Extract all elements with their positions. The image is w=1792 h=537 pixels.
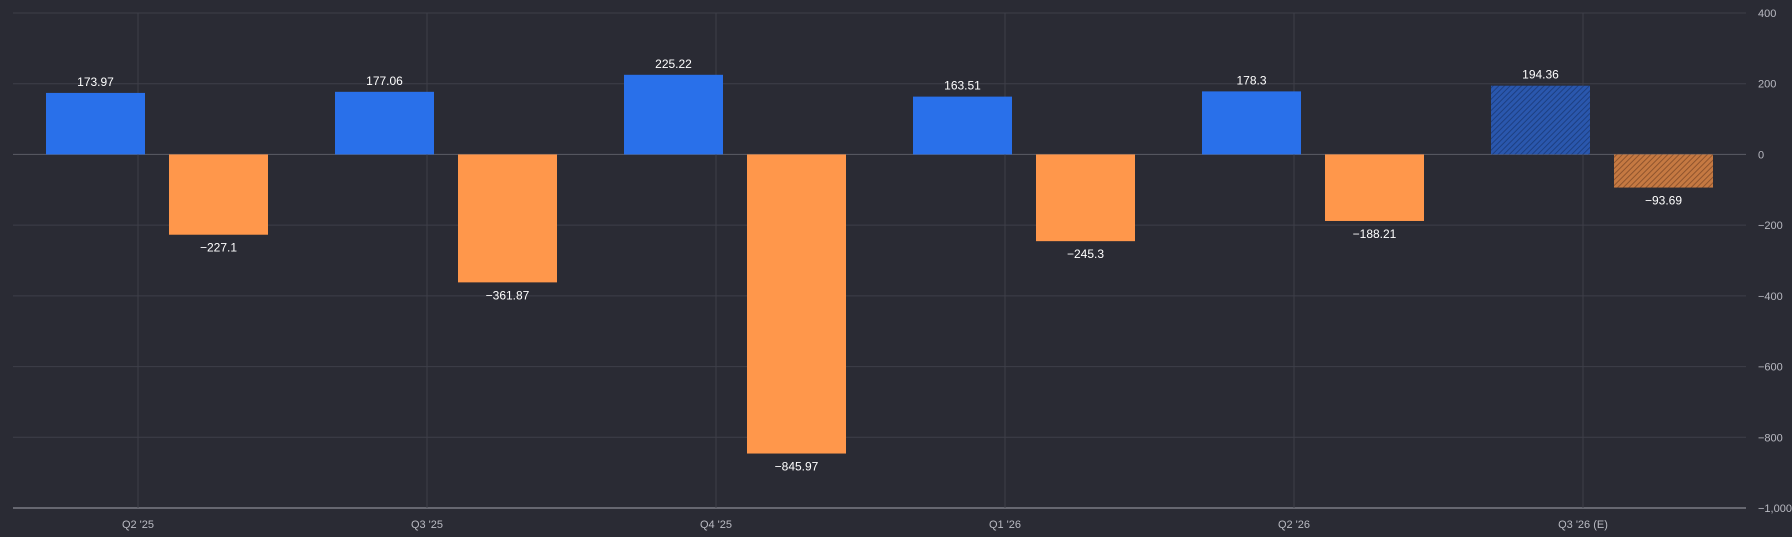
data-label: 225.22 (655, 57, 692, 71)
y-tick-label: −1,000 (1758, 503, 1792, 515)
x-tick-label: Q3 '25 (411, 519, 443, 531)
x-tick-label: Q3 '26 (E) (1558, 519, 1608, 531)
y-tick-label: −800 (1758, 432, 1783, 444)
positive-bar[interactable] (913, 96, 1012, 155)
positive-bar-estimated[interactable] (1491, 85, 1590, 155)
positive-bar[interactable] (1202, 91, 1301, 155)
x-tick-label: Q1 '26 (989, 519, 1021, 531)
x-tick-label: Q2 '25 (122, 519, 154, 531)
y-tick-label: −200 (1758, 220, 1783, 232)
x-tick-label: Q2 '26 (1278, 519, 1310, 531)
data-label: −361.87 (486, 288, 530, 302)
positive-bar[interactable] (624, 74, 723, 155)
y-tick-label: 400 (1758, 8, 1776, 20)
x-tick-label: Q4 '25 (700, 519, 732, 531)
negative-bar[interactable] (458, 154, 557, 283)
negative-bar[interactable] (1325, 154, 1424, 221)
data-label: 194.36 (1522, 68, 1559, 82)
data-label: −227.1 (200, 241, 237, 255)
negative-bar[interactable] (169, 154, 268, 235)
data-label: 177.06 (366, 74, 403, 88)
y-tick-label: 0 (1758, 149, 1764, 161)
data-label: −93.69 (1645, 194, 1682, 208)
positive-bar[interactable] (335, 91, 434, 155)
negative-bar[interactable] (747, 154, 846, 454)
negative-bar-estimated[interactable] (1614, 154, 1713, 188)
positive-bar[interactable] (46, 92, 145, 155)
data-label: −845.97 (775, 460, 819, 474)
y-tick-label: 200 (1758, 79, 1776, 91)
data-label: 173.97 (77, 75, 114, 89)
negative-bar[interactable] (1036, 154, 1135, 242)
data-label: −245.3 (1067, 247, 1104, 261)
y-tick-label: −600 (1758, 362, 1783, 374)
y-tick-label: −400 (1758, 291, 1783, 303)
data-label: 178.3 (1236, 73, 1266, 87)
data-label: 163.51 (944, 79, 981, 93)
data-label: −188.21 (1353, 227, 1397, 241)
